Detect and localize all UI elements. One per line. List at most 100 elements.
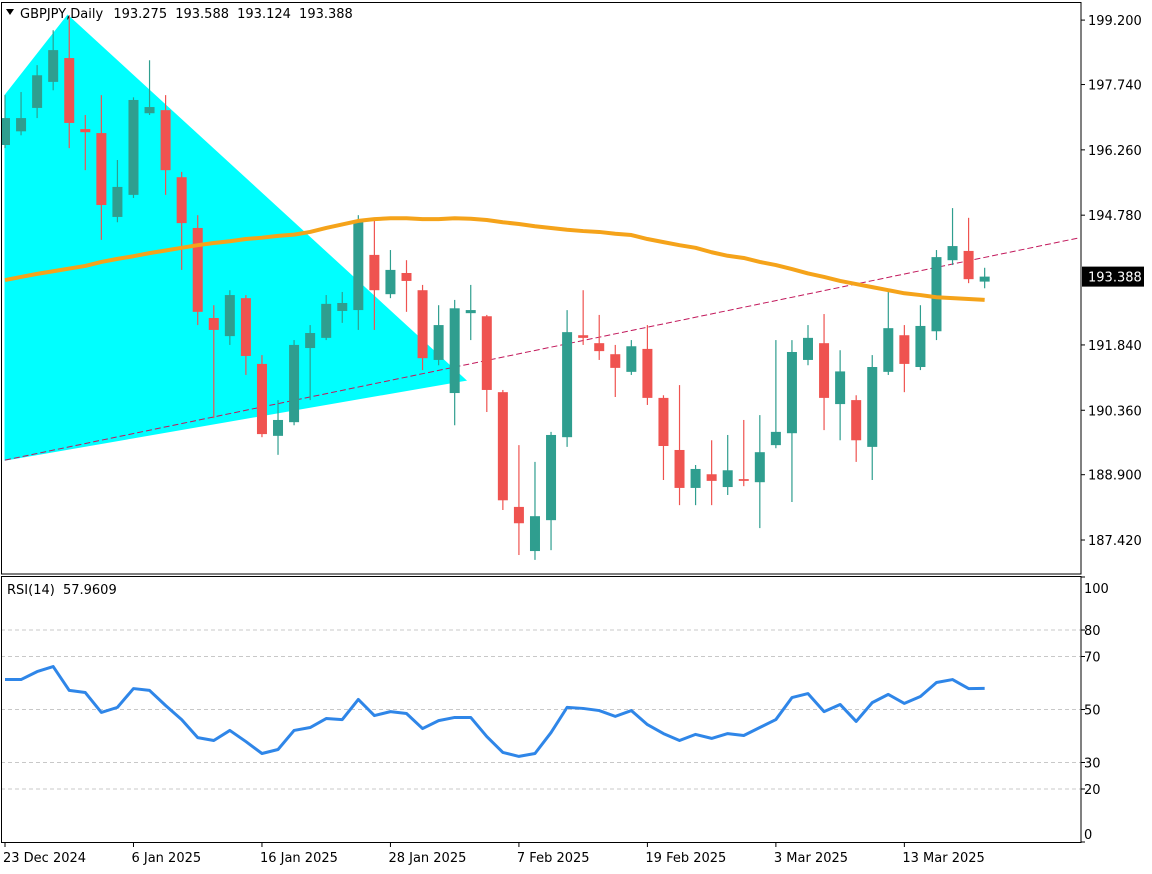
- rsi-value: 57.9609: [63, 583, 117, 598]
- candle-body: [289, 344, 300, 423]
- candle-body: [947, 246, 958, 261]
- candle-body: [674, 449, 685, 488]
- x-tick-label: 7 Feb 2025: [517, 851, 590, 866]
- candle-body: [192, 227, 203, 312]
- candle-body: [819, 343, 830, 398]
- candle-body: [64, 58, 75, 123]
- candle-body: [578, 335, 589, 338]
- header: GBPJPY,Daily 193.275 193.588 193.124 193…: [20, 7, 353, 22]
- candle-body: [208, 318, 219, 330]
- candle-body: [835, 371, 846, 405]
- y-tick-label: 187.420: [1088, 534, 1142, 549]
- candle-body: [899, 335, 910, 364]
- candle-body: [658, 397, 669, 447]
- x-tick-label: 3 Mar 2025: [774, 851, 848, 866]
- price-plot: [1, 14, 1078, 560]
- x-tick-label: 13 Mar 2025: [902, 851, 984, 866]
- ohlc-open: 193.275: [113, 7, 167, 22]
- candle-body: [562, 332, 573, 438]
- candle-body: [240, 298, 251, 356]
- rsi-title: RSI(14): [7, 583, 55, 598]
- y-tick-label: 196.260: [1088, 144, 1142, 159]
- candle-body: [369, 254, 380, 291]
- candle-body: [497, 392, 508, 501]
- y-tick-label: 188.900: [1088, 469, 1142, 484]
- y-tick-label: 199.200: [1088, 14, 1142, 29]
- candle-body: [128, 99, 139, 195]
- candle-body: [963, 250, 974, 280]
- y-tick-label: 30: [1084, 757, 1101, 772]
- candle-body: [706, 474, 717, 481]
- candle-body: [449, 308, 460, 394]
- symbol: GBPJPY,Daily: [20, 7, 103, 22]
- moving-average: [4, 216, 985, 302]
- candle-body: [353, 220, 364, 311]
- candle-body: [851, 400, 862, 441]
- candle-body: [754, 452, 765, 483]
- candle-body: [770, 431, 781, 446]
- rsi-panel-frame: [1, 576, 1082, 843]
- candle-body: [160, 110, 171, 171]
- ohlc-low: 193.124: [237, 7, 291, 22]
- triangle-object: [4, 14, 468, 461]
- candle-body: [722, 470, 733, 488]
- candle-body: [433, 325, 444, 360]
- candle-body: [529, 516, 540, 552]
- candle-body: [224, 295, 235, 337]
- candle-body: [690, 468, 701, 488]
- candle-body: [273, 419, 284, 436]
- x-tick-label: 28 Jan 2025: [388, 851, 466, 866]
- candle-body: [642, 348, 653, 398]
- y-tick-label: 191.840: [1088, 339, 1142, 354]
- candle-body: [305, 333, 316, 349]
- y-tick-label: 197.740: [1088, 79, 1142, 94]
- ohlc-close: 193.388: [299, 7, 353, 22]
- x-tick-label: 23 Dec 2024: [3, 851, 86, 866]
- candle-body: [417, 290, 428, 359]
- x-tick-label: 16 Jan 2025: [260, 851, 338, 866]
- x-tick-label: 19 Feb 2025: [645, 851, 726, 866]
- candle-body: [738, 479, 749, 481]
- rsi-plot: [1, 629, 1081, 790]
- price-tag: [1082, 266, 1144, 287]
- candle-body: [931, 257, 942, 332]
- rsi-header: RSI(14) 57.9609: [7, 583, 117, 598]
- y-tick-label: 0: [1084, 828, 1092, 843]
- candle-body: [80, 129, 91, 133]
- candle-body: [1, 118, 10, 145]
- axes: 199.200 197.740 196.260 194.780 191.840 190.3…: [3, 14, 1144, 866]
- rsi-line: [5, 665, 985, 758]
- candle-body: [112, 186, 123, 217]
- x-tick-label: 6 Jan 2025: [131, 851, 201, 866]
- symbol-marker: [6, 9, 14, 15]
- candle-body: [144, 107, 155, 114]
- candle-body: [546, 434, 557, 521]
- ohlc-high: 193.588: [175, 7, 229, 22]
- trendline: [4, 237, 1078, 461]
- candle-body: [16, 118, 27, 132]
- candle-body: [513, 506, 524, 524]
- price-tag-label: 193.388: [1088, 271, 1142, 286]
- candle-body: [786, 351, 797, 434]
- candle-body: [32, 75, 43, 108]
- y-tick-label: 80: [1084, 624, 1101, 639]
- candle-body: [803, 337, 813, 360]
- y-tick-label: 50: [1084, 704, 1101, 719]
- candle-body: [610, 354, 621, 368]
- candle-body: [96, 133, 107, 206]
- candle-body: [337, 303, 348, 311]
- y-tick-label: 70: [1084, 651, 1101, 666]
- y-tick-label: 190.360: [1088, 404, 1142, 419]
- candle-body: [385, 269, 396, 295]
- candle-body: [979, 276, 990, 282]
- candle-body: [626, 346, 637, 372]
- y-tick-label: 20: [1084, 783, 1101, 798]
- candle-body: [256, 363, 267, 435]
- candle-body: [176, 177, 187, 224]
- candle-body: [465, 310, 476, 314]
- y-tick-label: 100: [1084, 582, 1109, 597]
- candle-body: [883, 328, 894, 372]
- candle-body: [481, 316, 492, 390]
